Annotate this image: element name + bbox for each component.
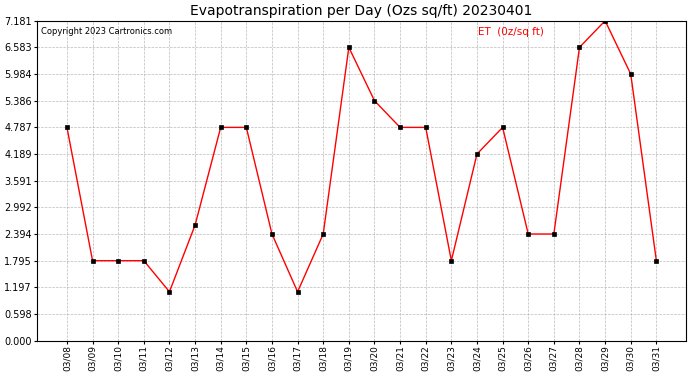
Text: Copyright 2023 Cartronics.com: Copyright 2023 Cartronics.com bbox=[41, 27, 172, 36]
Title: Evapotranspiration per Day (Ozs sq/ft) 20230401: Evapotranspiration per Day (Ozs sq/ft) 2… bbox=[190, 4, 533, 18]
Text: ET  (0z/sq ft): ET (0z/sq ft) bbox=[478, 27, 544, 37]
